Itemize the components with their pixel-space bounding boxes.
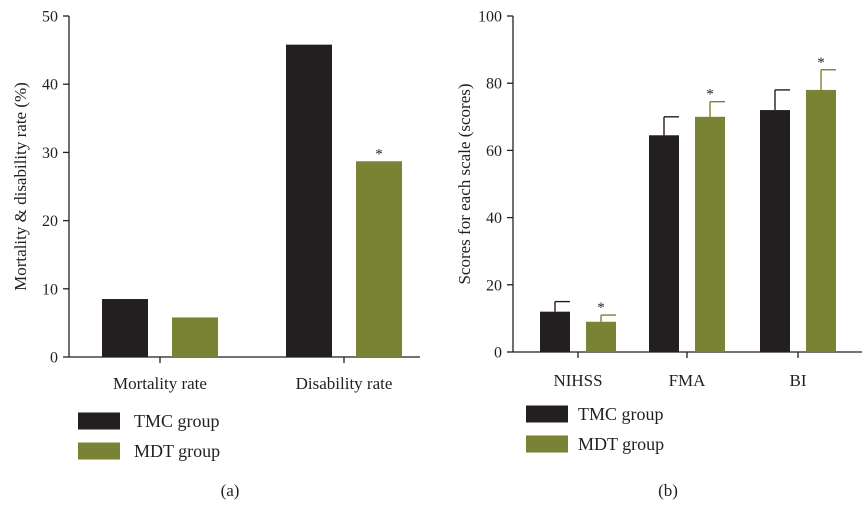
- y-tick-label: 40: [486, 210, 502, 227]
- y-tick-label: 0: [494, 345, 502, 362]
- y-tick-label: 60: [486, 143, 502, 160]
- bar: [649, 135, 679, 352]
- y-tick-label: 20: [486, 277, 502, 294]
- legend-swatch: [526, 405, 568, 423]
- legend-swatch: [78, 412, 120, 430]
- bar: [540, 311, 570, 352]
- bar: [806, 89, 836, 353]
- legend-swatch: [526, 435, 568, 453]
- bar: [586, 321, 616, 352]
- bar: [172, 317, 218, 357]
- x-tick-label: FMA: [669, 371, 707, 390]
- x-tick-label: NIHSS: [553, 371, 602, 390]
- bar: [760, 110, 790, 352]
- legend-label: MDT group: [134, 441, 220, 461]
- panel-label: (a): [221, 481, 240, 500]
- x-tick-label: BI: [790, 371, 807, 390]
- legend-swatch: [78, 442, 120, 460]
- y-tick-label: 50: [42, 9, 58, 26]
- significance-star: *: [817, 55, 825, 71]
- y-tick-label: 30: [42, 145, 58, 162]
- y-tick-label: 40: [42, 77, 58, 94]
- significance-star: *: [706, 87, 714, 103]
- legend-label: MDT group: [578, 434, 664, 454]
- y-axis-label: Scores for each scale (scores): [455, 83, 474, 284]
- x-tick-label: Disability rate: [296, 374, 393, 393]
- bar: [102, 299, 148, 357]
- bar: [695, 116, 725, 352]
- x-tick-label: Mortality rate: [113, 374, 207, 393]
- y-tick-label: 20: [42, 213, 58, 230]
- bar: [356, 161, 402, 357]
- y-tick-label: 10: [42, 281, 58, 298]
- bar: [286, 44, 332, 357]
- y-axis-label: Mortality & disability rate (%): [11, 82, 30, 291]
- y-tick-label: 0: [50, 350, 58, 367]
- legend-label: TMC group: [134, 411, 220, 431]
- significance-star: *: [597, 300, 605, 316]
- legend-label: TMC group: [578, 404, 664, 424]
- significance-star: *: [375, 146, 383, 162]
- y-tick-label: 80: [486, 76, 502, 93]
- y-tick-label: 100: [478, 9, 502, 26]
- panel-label: (b): [658, 481, 678, 500]
